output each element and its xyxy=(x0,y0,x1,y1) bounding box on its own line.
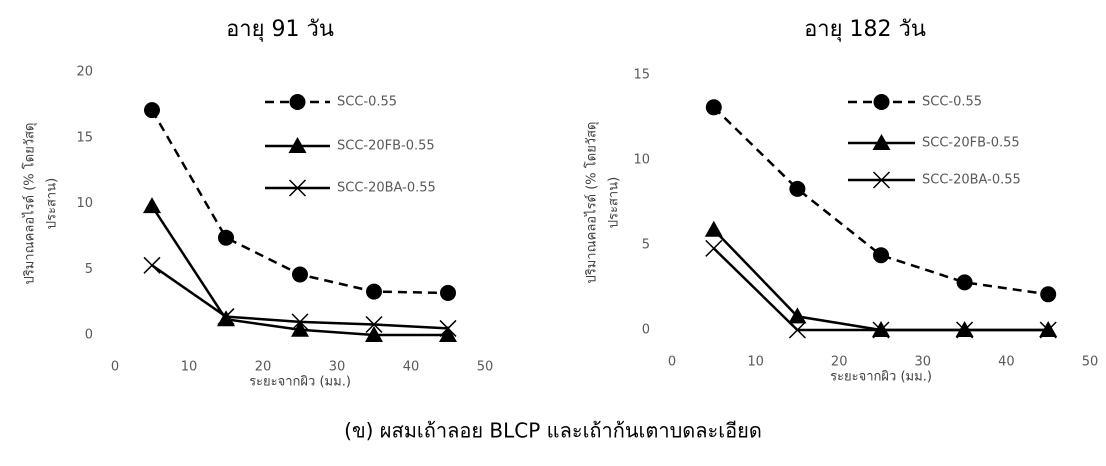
x-tick-label: 30 xyxy=(329,360,346,375)
marker xyxy=(143,197,161,214)
x-tick-label: 50 xyxy=(1082,355,1099,370)
marker xyxy=(705,99,722,116)
marker xyxy=(956,274,973,291)
y-tick-label: 10 xyxy=(76,196,93,211)
marker xyxy=(217,308,235,326)
x-tick-label: 10 xyxy=(181,360,198,375)
caption: (ข) ผสมเถ้าลอย BLCP และเถ้าก้นเตาบดละเอี… xyxy=(344,419,762,443)
marker xyxy=(144,102,160,119)
marker xyxy=(872,321,890,339)
legend-label: SCC-20FB-0.55 xyxy=(922,136,1020,151)
chart-title: อายุ 182 วัน xyxy=(804,17,926,42)
x-tick-label: 20 xyxy=(831,355,848,370)
marker xyxy=(1040,286,1057,303)
y-tick-label: 5 xyxy=(85,262,93,277)
y-tick-label: 15 xyxy=(633,68,650,83)
marker xyxy=(292,266,308,283)
marker xyxy=(143,256,161,274)
marker xyxy=(291,313,309,331)
x-tick-label: 0 xyxy=(668,355,676,370)
x-axis-label: ระยะจากผิว (มม.) xyxy=(830,370,932,385)
marker xyxy=(705,239,723,257)
legend-label: SCC-20FB-0.55 xyxy=(337,139,435,154)
marker xyxy=(218,229,234,246)
marker xyxy=(1039,321,1057,339)
legend-label: SCC-0.55 xyxy=(922,95,982,110)
y-tick-label: 10 xyxy=(633,153,650,168)
legend-marker xyxy=(288,137,307,153)
legend-marker xyxy=(289,94,306,110)
marker xyxy=(439,326,457,342)
legend-marker xyxy=(872,171,891,189)
x-tick-label: 0 xyxy=(111,360,119,375)
y-tick-label: 15 xyxy=(76,130,93,145)
marker xyxy=(366,283,382,300)
marker xyxy=(291,320,309,337)
chart-title: อายุ 91 วัน xyxy=(226,17,334,42)
legend-marker xyxy=(872,134,891,150)
y-axis-label: ปริมาณคลอไรด์ (% โดยวัสดุ xyxy=(584,121,600,283)
legend-label: SCC-0.55 xyxy=(337,95,397,110)
marker xyxy=(956,321,974,339)
legend-marker xyxy=(873,94,890,110)
y-axis-label: ปริมาณคลอไรด์ (% โดยวัสดุ xyxy=(22,122,38,284)
x-tick-label: 20 xyxy=(255,360,272,375)
marker xyxy=(704,220,723,237)
x-tick-label: 30 xyxy=(915,355,932,370)
y-axis-label: ประสาน) xyxy=(607,177,622,228)
marker xyxy=(439,319,457,337)
marker xyxy=(365,315,383,334)
y-tick-label: 0 xyxy=(642,323,650,338)
x-tick-label: 10 xyxy=(747,355,764,370)
series-line xyxy=(712,228,1049,332)
y-tick-label: 20 xyxy=(76,65,93,80)
x-tick-label: 40 xyxy=(403,360,420,375)
legend-label: SCC-20BA-0.55 xyxy=(337,181,436,196)
marker xyxy=(440,284,456,301)
series-line xyxy=(712,106,1049,296)
y-tick-label: 0 xyxy=(85,328,93,343)
marker xyxy=(217,310,235,327)
marker xyxy=(873,247,889,264)
x-axis-label: ระยะจากผิว (มม.) xyxy=(249,375,351,390)
legend-marker xyxy=(288,179,307,197)
x-tick-label: 40 xyxy=(998,355,1015,370)
y-tick-label: 5 xyxy=(642,238,650,253)
legend-label: SCC-20BA-0.55 xyxy=(922,173,1021,188)
marker xyxy=(365,326,383,342)
marker xyxy=(788,321,806,339)
marker xyxy=(788,307,807,324)
y-axis-label: ประสาน) xyxy=(45,178,60,229)
x-tick-label: 50 xyxy=(477,360,494,375)
marker xyxy=(789,180,806,197)
